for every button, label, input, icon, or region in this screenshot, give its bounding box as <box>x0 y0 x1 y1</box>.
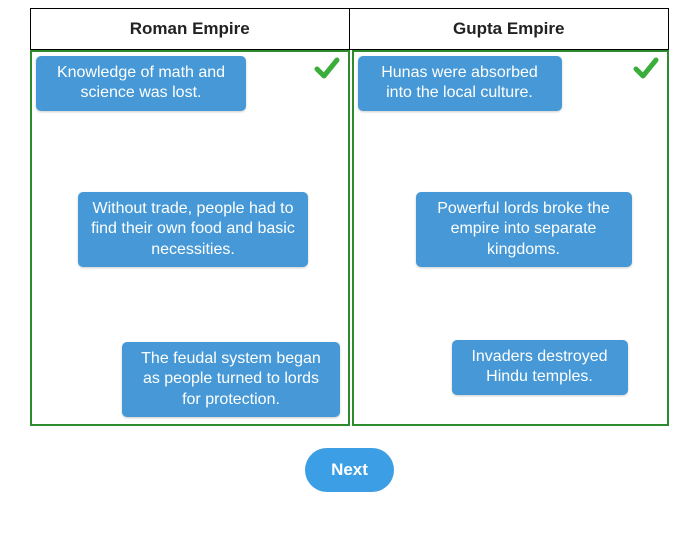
drop-zone-roman[interactable]: Knowledge of math and science was lost. … <box>30 50 350 426</box>
drop-zone-gupta[interactable]: Hunas were absorbed into the local cultu… <box>352 50 670 426</box>
answer-card[interactable]: Powerful lords broke the empire into sep… <box>416 192 632 267</box>
comparison-table: Roman Empire Knowledge of math and scien… <box>30 8 669 426</box>
checkmark-icon <box>314 56 340 85</box>
answer-card[interactable]: Hunas were absorbed into the local cultu… <box>358 56 562 111</box>
column-header: Roman Empire <box>30 8 350 50</box>
answer-card[interactable]: The feudal system began as people turned… <box>122 342 340 417</box>
answer-card[interactable]: Invaders destroyed Hindu temples. <box>452 340 628 395</box>
column-roman: Roman Empire Knowledge of math and scien… <box>30 8 350 426</box>
answer-card[interactable]: Without trade, people had to find their … <box>78 192 308 267</box>
checkmark-icon <box>633 56 659 85</box>
column-header: Gupta Empire <box>350 8 670 50</box>
answer-card[interactable]: Knowledge of math and science was lost. <box>36 56 246 111</box>
next-button[interactable]: Next <box>305 448 394 492</box>
column-gupta: Gupta Empire Hunas were absorbed into th… <box>350 8 670 426</box>
